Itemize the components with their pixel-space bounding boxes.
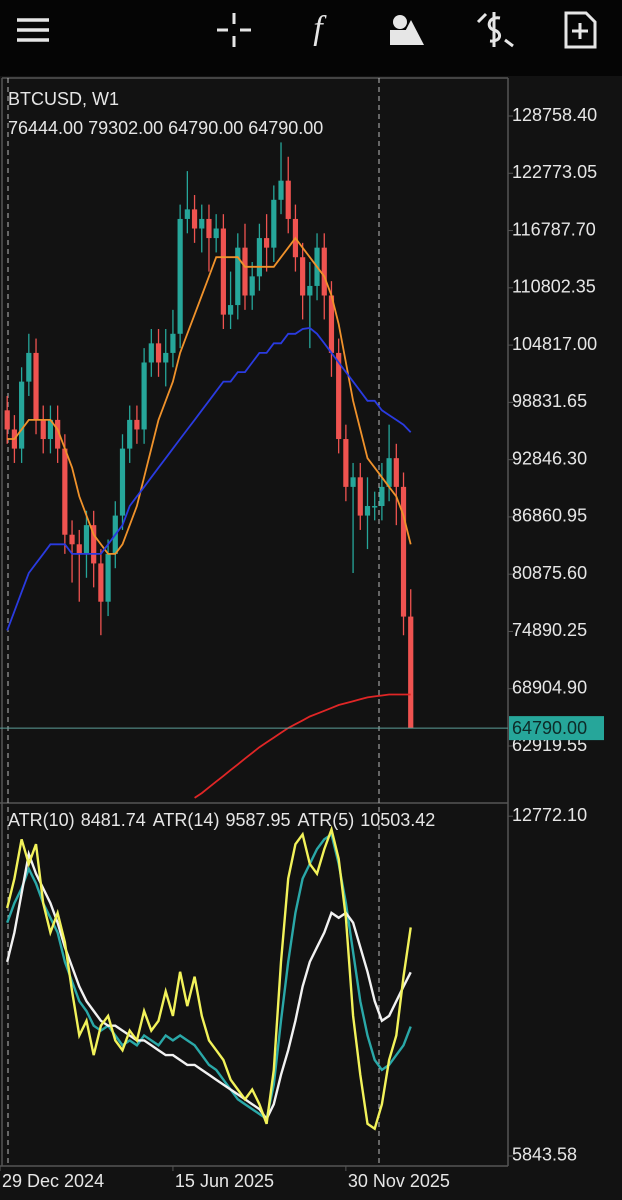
objects-icon[interactable]: [390, 15, 424, 45]
candle-body: [163, 352, 169, 363]
x-tick-label: 29 Dec 2024: [2, 1171, 104, 1191]
last-price-box: [509, 716, 604, 741]
candle-body: [249, 276, 255, 296]
candle-body: [343, 439, 349, 487]
atr-legend: ATR(10) 8481.74 ATR(14) 9587.95 ATR(5) 10503.…: [8, 810, 435, 830]
candle-body: [213, 228, 219, 239]
indicator-line: [6, 327, 412, 631]
menu-icon[interactable]: [17, 18, 49, 42]
legend-name: ATR(10): [8, 810, 75, 830]
candle-body: [127, 419, 133, 449]
y-tick-label: 74890.25: [512, 620, 587, 640]
symbol-title: BTCUSD, W1: [8, 89, 119, 109]
candle-body: [83, 525, 90, 554]
labels: BTCUSD, W1 76444.00 79302.00 64790.00 64…: [0, 89, 604, 1191]
candle-body: [4, 410, 10, 430]
atr-plot: [6, 825, 412, 1131]
indicator-line: [7, 236, 412, 555]
candle-body: [47, 419, 54, 440]
candle-body: [184, 209, 190, 219]
candle-body: [285, 180, 291, 219]
candle-body: [105, 553, 111, 602]
panel-borders: [0, 77, 509, 1167]
candle-body: [372, 506, 378, 508]
candle-body: [62, 448, 68, 535]
candle-body: [271, 199, 277, 248]
y-tick-label: 12772.10: [512, 805, 587, 825]
candle-body: [336, 352, 342, 440]
candle-body: [357, 477, 363, 516]
candle-body: [408, 616, 414, 729]
candle-body: [98, 563, 104, 602]
legend-name: ATR(14): [153, 810, 220, 830]
candle-body: [300, 257, 306, 296]
legend-value: 8481.74: [81, 810, 146, 830]
candle-body: [379, 486, 385, 507]
legend-value: 9587.95: [225, 810, 290, 830]
y-tick-label: 104817.00: [512, 334, 597, 354]
candle-body: [119, 448, 126, 516]
candle-body: [400, 486, 407, 617]
candle-body: [148, 343, 154, 363]
candle-body: [55, 419, 61, 449]
candle-body: [134, 419, 140, 430]
candle-body: [26, 352, 32, 382]
y-tick-label: 92846.30: [512, 448, 587, 468]
candle-body: [141, 362, 147, 430]
candle-body: [19, 381, 25, 449]
candle-body: [264, 238, 270, 248]
indicator-line: [6, 825, 412, 1131]
trade-icon[interactable]: [476, 12, 514, 48]
candle-body: [199, 218, 205, 229]
y-tick-label: 86860.95: [512, 506, 587, 526]
y-tick-label: 98831.65: [512, 391, 587, 411]
toolbar: [0, 0, 622, 76]
y-tick-label: 5843.58: [512, 1145, 577, 1165]
candle-body: [364, 506, 371, 516]
period-separators: [7, 78, 380, 1166]
indicator-line: [194, 693, 411, 799]
last-price-label: 64790.00: [512, 718, 587, 738]
y-tick-label: 68904.90: [512, 677, 587, 697]
candle-body: [328, 295, 335, 353]
x-tick-label: 30 Nov 2025: [348, 1171, 450, 1191]
legend-value: 10503.42: [360, 810, 435, 830]
candle-body: [76, 544, 82, 554]
candle-body: [220, 228, 226, 315]
y-tick-label: 122773.05: [512, 162, 597, 182]
crosshair-icon[interactable]: [217, 13, 251, 47]
candle-body: [242, 247, 248, 296]
y-tick-label: 128758.40: [512, 105, 597, 125]
y-tick-label: 110802.35: [512, 277, 596, 297]
candle-body: [227, 305, 234, 315]
candle-body: [206, 218, 212, 239]
x-tick-label: 15 Jun 2025: [175, 1171, 274, 1191]
candle-body: [170, 333, 176, 353]
candle-body: [386, 458, 392, 487]
candle-body: [69, 534, 75, 545]
candle-body: [40, 419, 46, 440]
y-tick-label: 116787.70: [512, 219, 596, 239]
legend-name: ATR(5): [298, 810, 355, 830]
candle-body: [155, 343, 162, 363]
y-tick-label: 80875.60: [512, 563, 587, 583]
candle-body: [307, 285, 313, 296]
candle-body: [278, 180, 284, 200]
candle-body: [350, 477, 356, 487]
candle-body: [235, 247, 241, 306]
candle-body: [321, 247, 327, 296]
candle-body: [91, 525, 97, 564]
candle-body: [191, 209, 198, 229]
indicator-line: [6, 849, 412, 1122]
price-plot: [4, 142, 414, 799]
candle-body: [33, 352, 39, 420]
candle-body: [393, 458, 399, 487]
candle-body: [256, 238, 263, 277]
ohlc-label: 76444.00 79302.00 64790.00 64790.00: [8, 118, 323, 138]
new-order-icon[interactable]: [564, 11, 597, 49]
candle-body: [177, 218, 183, 334]
